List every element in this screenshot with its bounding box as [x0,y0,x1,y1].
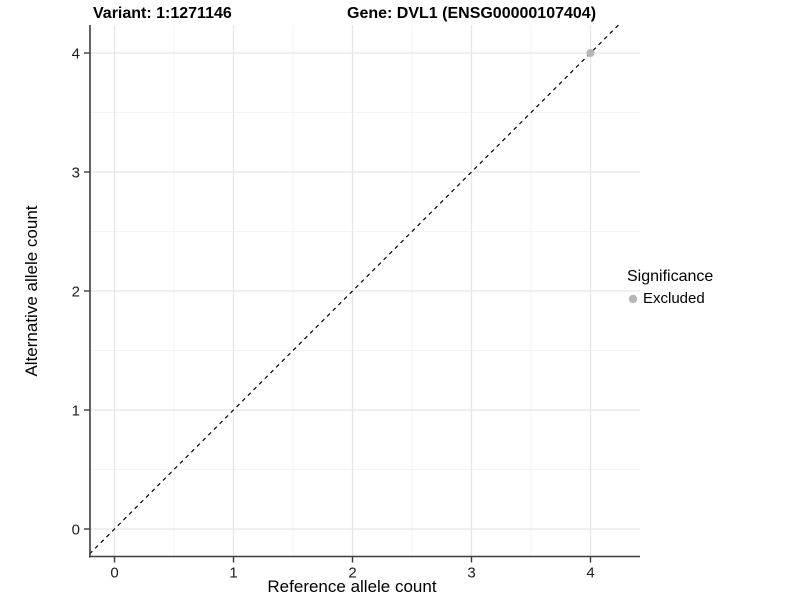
x-tick-label: 0 [110,565,118,582]
y-tick-label: 0 [72,522,80,539]
legend-item-label: Excluded [643,290,705,307]
y-tick-label: 2 [72,284,80,301]
x-tick-label: 1 [229,565,237,582]
legend-item-excluded: Excluded [627,290,713,307]
plot-title-gene: Gene: DVL1 (ENSG00000107404) [347,5,597,22]
legend-point-icon [628,294,638,303]
x-axis-title: Reference allele count [267,577,437,596]
x-tick-label: 4 [586,565,594,582]
y-tick-label: 4 [72,46,80,63]
x-tick-label: 2 [348,565,356,582]
x-tick-label: 3 [467,565,475,582]
legend-point-swatch [628,294,638,303]
plot-title-variant: Variant: 1:1271146 [93,5,232,22]
data-point [586,49,595,57]
identity-line [89,24,620,555]
y-tick-label: 1 [72,403,80,420]
y-tick-label: 3 [72,165,80,182]
legend-title: Significance [627,268,714,285]
legend: Significance Excluded [627,268,713,307]
y-axis-title: Alternative allele count [22,205,41,377]
